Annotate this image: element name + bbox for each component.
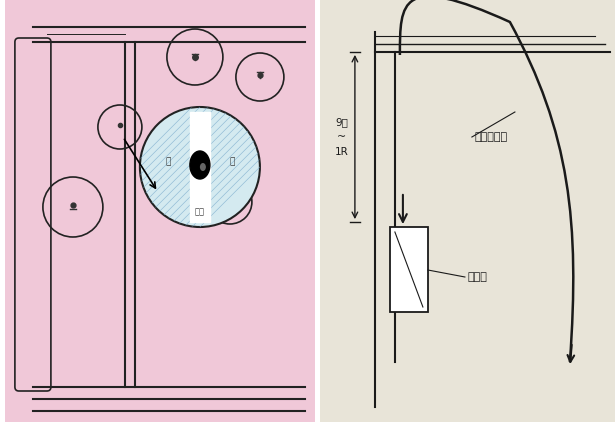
Bar	[390, 227, 428, 312]
Circle shape	[140, 107, 260, 227]
Text: 壁: 壁	[229, 157, 234, 167]
Ellipse shape	[200, 163, 206, 171]
Text: 天井: 天井	[195, 208, 205, 216]
Bar	[190, 112, 210, 222]
Ellipse shape	[190, 151, 210, 179]
Text: 柳掛け: 柳掛け	[468, 272, 488, 282]
Text: ~: ~	[337, 132, 346, 142]
Text: 1R: 1R	[335, 147, 349, 157]
Text: 壁: 壁	[165, 157, 170, 167]
Text: 9寸: 9寸	[335, 117, 348, 127]
Text: 柳の状態。: 柳の状態。	[475, 132, 508, 142]
FancyBboxPatch shape	[15, 38, 51, 391]
